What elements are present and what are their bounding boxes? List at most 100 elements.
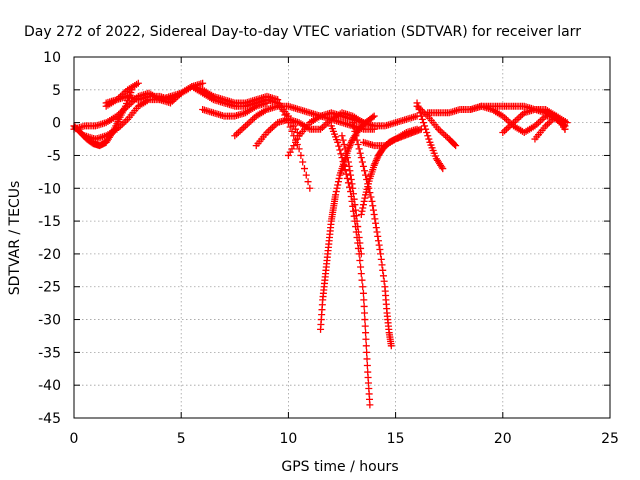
data-point <box>242 122 250 130</box>
y-tick-label: -35 <box>38 345 61 361</box>
x-tick-label: 10 <box>279 431 297 447</box>
data-point <box>369 206 377 214</box>
data-point <box>357 154 365 162</box>
data-point <box>349 119 357 127</box>
data-point <box>418 115 426 123</box>
y-tick-label: -30 <box>38 313 61 329</box>
data-point <box>358 158 366 166</box>
data-point <box>370 211 378 219</box>
data-point <box>377 255 385 263</box>
data-point <box>295 145 303 153</box>
data-point <box>380 277 388 285</box>
data-point <box>332 191 340 199</box>
data-point <box>340 141 348 149</box>
data-point <box>545 119 553 127</box>
data-point <box>499 128 507 136</box>
data-point <box>341 145 349 153</box>
y-tick-label: 10 <box>43 50 61 66</box>
data-point <box>504 117 512 125</box>
data-point <box>361 167 369 175</box>
data-point <box>378 261 386 269</box>
data-point <box>510 119 518 127</box>
data-point <box>332 188 340 196</box>
data-point <box>359 289 367 297</box>
data-point <box>341 166 349 174</box>
data-point <box>436 127 444 135</box>
data-point <box>372 219 380 227</box>
series-arc-m <box>413 102 460 150</box>
data-point <box>442 132 450 140</box>
data-point <box>423 128 431 136</box>
data-point <box>357 250 365 258</box>
data-point <box>265 127 273 135</box>
plot-frame <box>73 56 611 419</box>
data-point <box>369 113 377 121</box>
data-point <box>342 170 350 178</box>
data-point <box>339 136 347 144</box>
data-point <box>359 283 367 291</box>
y-tick-label: -10 <box>38 181 61 197</box>
data-point <box>452 142 460 150</box>
data-point <box>240 124 248 132</box>
data-points <box>70 79 571 409</box>
data-point <box>421 122 429 130</box>
data-point <box>288 145 296 153</box>
data-point <box>350 123 358 131</box>
data-point <box>511 117 519 125</box>
data-point <box>343 154 351 162</box>
data-point <box>349 184 357 192</box>
data-point <box>343 174 351 182</box>
data-point <box>371 160 379 168</box>
data-point <box>424 132 432 140</box>
data-point <box>362 342 370 350</box>
data-point <box>504 124 512 132</box>
data-point <box>358 207 366 215</box>
chart-title: Day 272 of 2022, Sidereal Day-to-day VTE… <box>24 24 581 40</box>
data-point <box>359 201 367 209</box>
data-point <box>334 138 342 146</box>
x-tick-label: 5 <box>177 431 186 447</box>
data-point <box>356 239 364 247</box>
x-tick-label: 25 <box>601 431 619 447</box>
data-point <box>346 167 354 175</box>
data-point <box>513 115 521 123</box>
data-point <box>517 112 525 120</box>
data-point <box>345 162 353 170</box>
data-point <box>360 197 368 205</box>
data-point <box>249 115 257 123</box>
series-dip-4 <box>349 119 395 350</box>
data-point <box>367 193 375 201</box>
series-arc-o <box>499 106 569 136</box>
data-point <box>351 127 359 135</box>
data-point <box>353 217 361 225</box>
data-point <box>422 110 430 118</box>
data-point <box>376 246 384 254</box>
data-point <box>236 127 244 135</box>
data-point <box>333 184 341 192</box>
data-point <box>370 112 378 120</box>
data-point <box>359 162 367 170</box>
data-point <box>290 142 298 150</box>
data-point <box>362 335 370 343</box>
data-point <box>372 158 380 166</box>
data-point <box>361 309 369 317</box>
data-point <box>357 244 365 252</box>
data-point <box>361 322 369 330</box>
data-point <box>354 141 362 149</box>
data-point <box>134 79 142 87</box>
data-point <box>439 165 447 173</box>
data-point <box>366 401 374 409</box>
series-arc-n <box>467 102 571 136</box>
series-dip-6 <box>359 125 421 150</box>
data-point <box>359 204 367 212</box>
data-point <box>535 119 543 127</box>
data-point <box>231 132 239 140</box>
data-point <box>538 115 546 123</box>
data-point <box>334 178 342 186</box>
data-point <box>122 117 130 125</box>
data-point <box>299 158 307 166</box>
data-point <box>286 148 294 156</box>
data-point <box>286 123 294 131</box>
data-point <box>300 165 308 173</box>
data-point <box>561 125 569 133</box>
